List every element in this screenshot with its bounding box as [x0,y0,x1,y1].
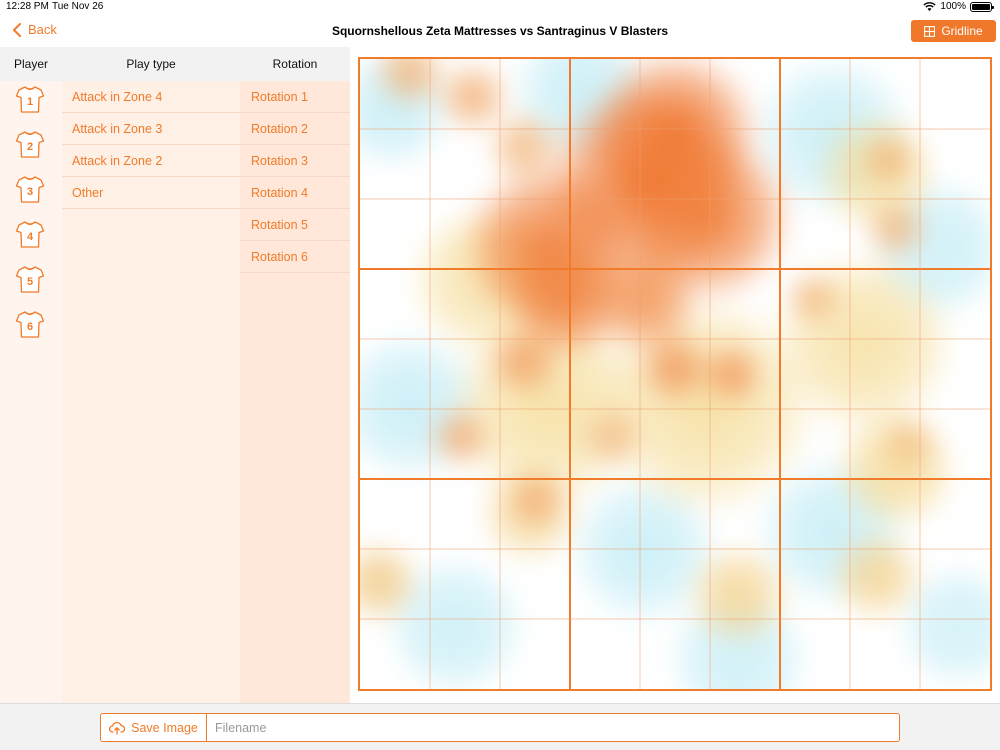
jersey-icon: 2 [15,131,45,158]
status-right: 100% [923,1,994,12]
nav-bar: Back Squornshellous Zeta Mattresses vs S… [0,14,1000,47]
play-type-item[interactable]: Other [62,177,240,209]
jersey-number: 5 [27,276,33,288]
rotation-item[interactable]: Rotation 1 [240,81,350,113]
jersey-icon: 3 [15,176,45,203]
rotation-item[interactable]: Rotation 6 [240,241,350,273]
battery-icon [970,1,994,12]
court-gridlines [360,59,990,689]
cloud-upload-icon [109,721,126,735]
heat-spot [786,270,842,326]
save-image-label: Save Image [131,720,198,735]
court-area [350,47,1000,703]
player-column-header: Player [0,47,62,81]
player-3[interactable]: 3 [0,174,62,216]
gridline-button[interactable]: Gridline [911,20,996,42]
back-button[interactable]: Back [12,22,57,37]
player-list: 1 2 3 4 5 6 [0,81,62,703]
page-title: Squornshellous Zeta Mattresses vs Santra… [331,24,669,38]
heat-spot [588,243,699,354]
heat-spot [582,407,642,467]
wifi-icon [923,2,937,11]
status-time: 12:28 PM [6,1,49,12]
heat-spot [438,61,509,132]
jersey-number: 6 [27,321,33,333]
rotation-list: Rotation 1 Rotation 2 Rotation 3 Rotation 4… [240,81,350,703]
player-1[interactable]: 1 [0,84,62,126]
save-group: Save Image [100,713,900,742]
save-image-button[interactable]: Save Image [101,714,207,741]
filename-input[interactable] [207,714,899,741]
rotation-item[interactable]: Rotation 5 [240,209,350,241]
heat-spot [880,415,936,471]
jersey-number: 1 [27,96,33,108]
heat-spot [831,530,922,621]
court-heatmap[interactable] [358,57,992,691]
player-2[interactable]: 2 [0,129,62,171]
jersey-icon: 4 [15,221,45,248]
heat-spot [688,544,788,645]
back-label: Back [28,22,57,37]
player-6[interactable]: 6 [0,309,62,351]
play-type-item[interactable]: Attack in Zone 4 [62,81,240,113]
player-5[interactable]: 5 [0,264,62,306]
rotation-item[interactable]: Rotation 2 [240,113,350,145]
chevron-left-icon [13,22,21,37]
heat-spot [861,132,917,188]
jersey-number: 4 [27,231,34,243]
play-type-item[interactable]: Attack in Zone 3 [62,113,240,145]
jersey-icon: 1 [15,86,45,113]
jersey-number: 2 [27,141,33,153]
bottom-bar: Save Image [0,703,1000,750]
jersey-icon: 5 [15,266,45,293]
play-type-item[interactable]: Attack in Zone 2 [62,145,240,177]
jersey-number: 3 [27,186,33,198]
gridline-label: Gridline [941,24,983,38]
rotation-column-header: Rotation [240,47,350,81]
filter-panel: Player Play type Rotation 1 2 3 4 5 6 Attack … [0,47,350,703]
heat-spot [701,344,762,404]
play-type-column-header: Play type [62,47,240,81]
grid-icon [924,25,936,37]
jersey-icon: 6 [15,311,45,338]
play-type-list: Attack in Zone 4 Attack in Zone 3 Attack i… [62,81,240,703]
heat-spot [865,199,926,260]
heat-spot [430,407,491,467]
status-date: Tue Nov 26 [52,1,104,12]
rotation-item[interactable]: Rotation 4 [240,177,350,209]
player-4[interactable]: 4 [0,219,62,261]
rotation-item[interactable]: Rotation 3 [240,145,350,177]
status-bar: 12:28 PM Tue Nov 26 100% [0,0,1000,14]
battery-percent: 100% [940,1,966,12]
